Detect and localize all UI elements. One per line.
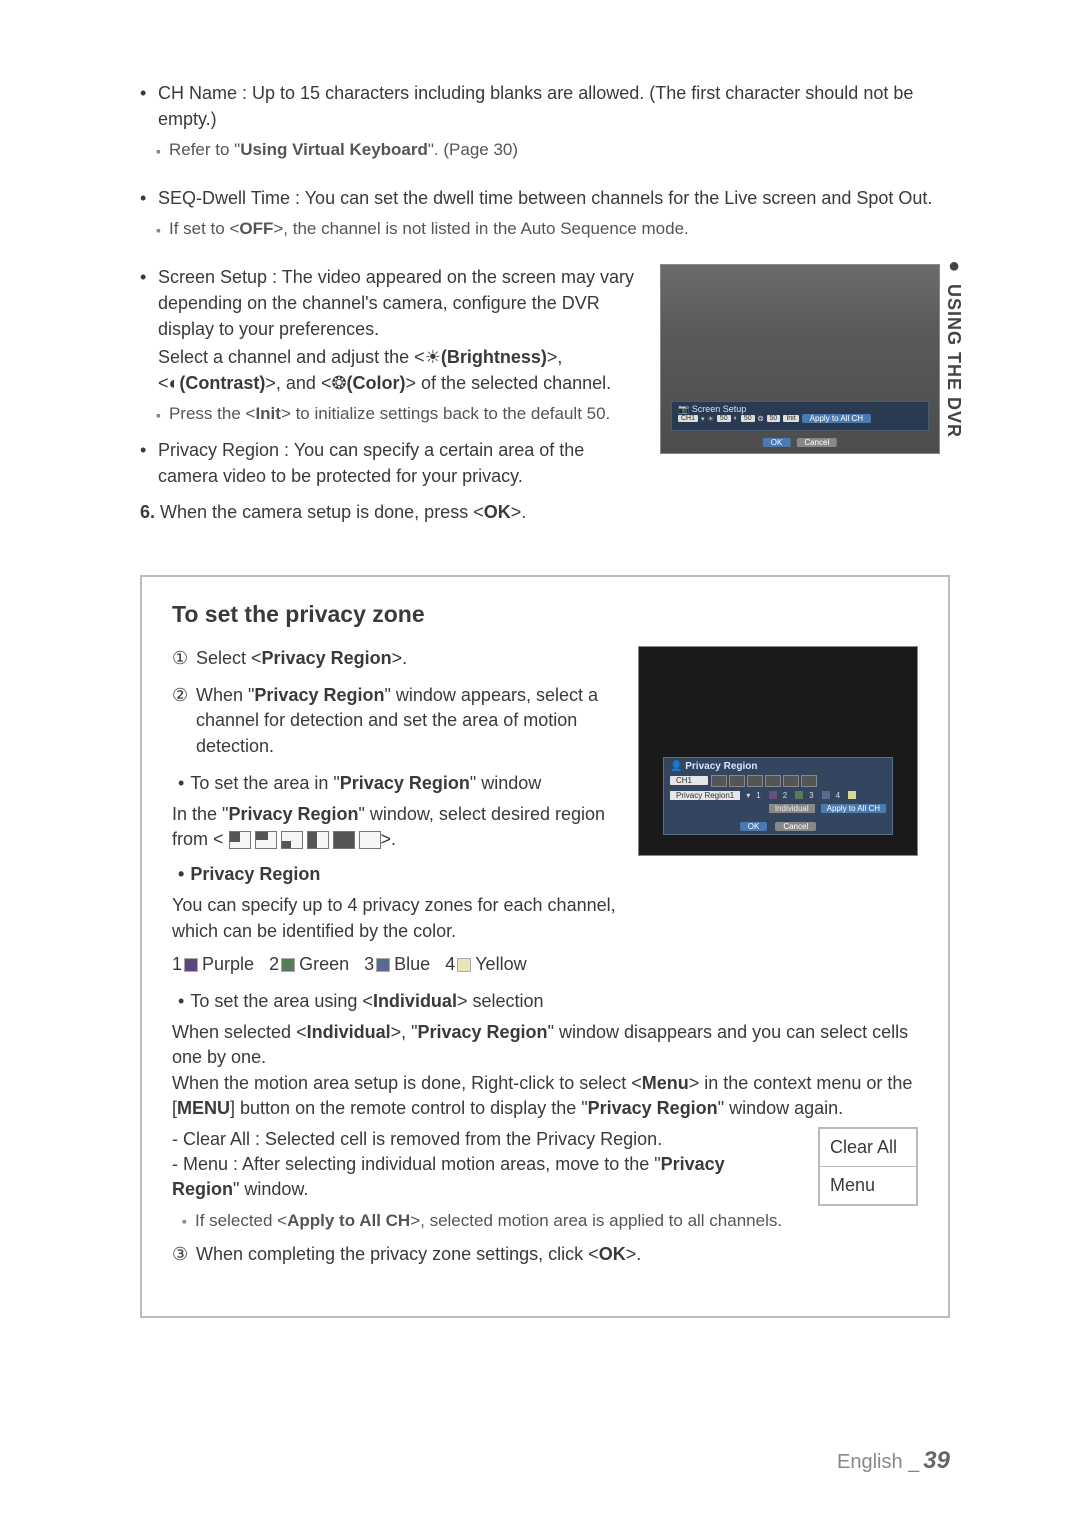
swatch-blue [376, 958, 390, 972]
individual-body-2: When the motion area setup is done, Righ… [172, 1071, 918, 1121]
seq-note: If set to <OFF>, the channel is not list… [169, 217, 689, 242]
ss1-bar: 📷 Screen Setup CH1▾ ☀50 ◐50 ❂50 Init App… [671, 401, 929, 431]
context-menu: Clear All Menu [818, 1127, 918, 1206]
ss1-ok-row: OK Cancel [763, 438, 837, 447]
page-footer: English _39 [837, 1447, 950, 1475]
seq-text: SEQ-Dwell Time : You can set the dwell t… [158, 185, 932, 211]
clear-all-line: - Clear All : Selected cell is removed f… [172, 1127, 794, 1152]
region-icon [229, 831, 251, 849]
screen-setup-adjust: Select a channel and adjust the <☀(Brigh… [158, 344, 640, 396]
ch-name-note: Refer to "Using Virtual Keyboard". (Page… [169, 138, 518, 163]
in-window-text: In the "Privacy Region" window, select d… [172, 802, 618, 852]
page-root: ● USING THE DVR • CH Name : Up to 15 cha… [0, 0, 1080, 1530]
step-6: 6. When the camera setup is done, press … [140, 499, 640, 525]
side-tab-label: USING THE DVR [944, 284, 964, 438]
screen-setup-screenshot: 📷 Screen Setup CH1▾ ☀50 ◐50 ❂50 Init App… [660, 264, 940, 454]
region-icon [255, 831, 277, 849]
screen-setup-text: Screen Setup : The video appeared on the… [158, 264, 640, 342]
privacy-region-body: You can specify up to 4 privacy zones fo… [172, 893, 618, 943]
bullet: • [140, 80, 152, 132]
region-icon [281, 831, 303, 849]
context-clear-all[interactable]: Clear All [820, 1129, 916, 1167]
note-marker: ▪ [156, 405, 161, 427]
region-icons [229, 831, 381, 849]
privacy-zone-title: To set the privacy zone [172, 601, 918, 628]
individual-body-1: When selected <Individual>, "Privacy Reg… [172, 1020, 918, 1070]
ss2-title: 👤 Privacy Region [664, 758, 892, 775]
privacy-region-heading: •Privacy Region [178, 862, 618, 887]
side-tab: ● USING THE DVR [942, 255, 965, 438]
ss1-controls: CH1▾ ☀50 ◐50 ❂50 Init Apply to All CH [678, 412, 922, 426]
swatch-yellow [457, 958, 471, 972]
bullet: • [140, 185, 152, 211]
bullet: • [140, 437, 152, 489]
context-menu-item[interactable]: Menu [820, 1167, 916, 1204]
ss2-icons [711, 775, 817, 787]
step-1: ① Select <Privacy Region>. [172, 646, 618, 671]
apply-all-note: If selected <Apply to All CH>, selected … [195, 1209, 782, 1233]
note-marker: ▪ [156, 220, 161, 242]
region-icon [333, 831, 355, 849]
ch-name-text: CH Name : Up to 15 characters including … [158, 80, 950, 132]
color-legend: 1Purple 2Green 3Blue 4Yellow [172, 952, 618, 977]
swatch-green [281, 958, 295, 972]
set-area-heading: • To set the area in "Privacy Region" wi… [178, 771, 618, 796]
step-2: ② When "Privacy Region" window appears, … [172, 683, 618, 759]
step-3: ③ When completing the privacy zone setti… [172, 1242, 794, 1267]
note-marker: ▪ [182, 1212, 187, 1233]
privacy-zone-box: To set the privacy zone ① Select <Privac… [140, 575, 950, 1318]
init-note: Press the <Init> to initialize settings … [169, 402, 610, 427]
side-tab-bullet: ● [943, 255, 965, 278]
individual-heading: • To set the area using <Individual> sel… [178, 989, 918, 1014]
ch-name-section: • CH Name : Up to 15 characters includin… [140, 80, 950, 163]
ss2-dialog: 👤 Privacy Region CH1 Privacy Region1▾ 1 … [663, 757, 893, 835]
privacy-region-text: Privacy Region : You can specify a certa… [158, 437, 640, 489]
swatch-purple [184, 958, 198, 972]
menu-line: - Menu : After selecting individual moti… [172, 1152, 794, 1202]
region-icon [307, 831, 329, 849]
screen-setup-row: • Screen Setup : The video appeared on t… [140, 264, 950, 525]
region-icon [359, 831, 381, 849]
bullet: • [140, 264, 152, 342]
note-marker: ▪ [156, 141, 161, 163]
privacy-region-screenshot: 👤 Privacy Region CH1 Privacy Region1▾ 1 … [638, 646, 918, 856]
seq-section: • SEQ-Dwell Time : You can set the dwell… [140, 185, 950, 242]
